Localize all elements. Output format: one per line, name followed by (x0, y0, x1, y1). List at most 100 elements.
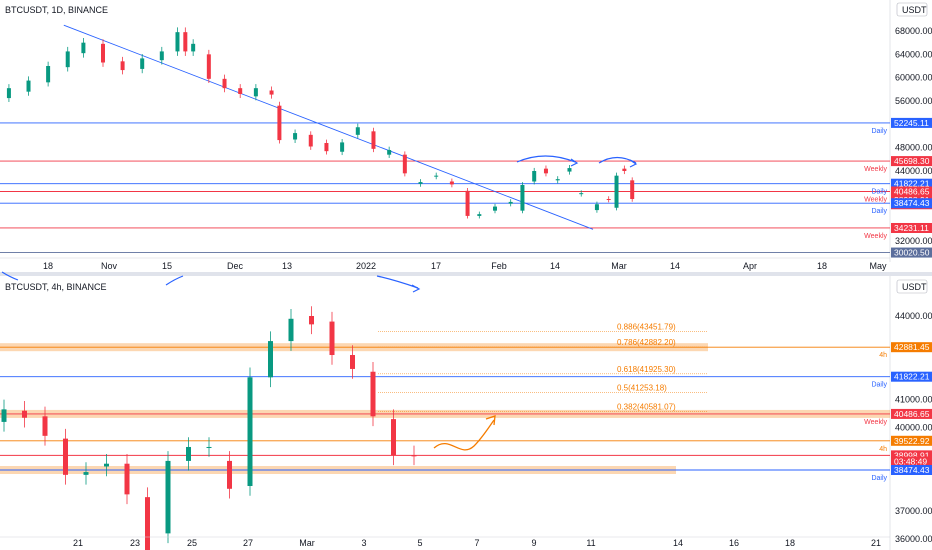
trend-line (63, 24, 594, 230)
level-tag: Daily (871, 475, 887, 482)
arrow-head-icon (570, 158, 579, 167)
currency-button-label: USDT (902, 5, 927, 15)
price-label-box (891, 198, 932, 209)
candle-body (508, 201, 513, 204)
currency-button[interactable] (896, 279, 928, 294)
candle-body (247, 377, 253, 486)
projection-arc (165, 275, 184, 286)
candle-body (159, 51, 164, 61)
price-label-box (891, 222, 932, 233)
y-tick-label: 44000.00 (895, 311, 932, 321)
candle-body (579, 193, 584, 195)
candle-body (6, 88, 11, 99)
fib-level-label: 0.886(43451.79) (617, 322, 676, 331)
arrow-head-icon (411, 284, 421, 293)
candle-body (308, 134, 313, 147)
x-tick-label: 21 (73, 538, 83, 548)
candle-body (22, 410, 27, 418)
candle-body (324, 143, 329, 152)
x-tick-label: Apr (743, 261, 757, 271)
price-label-box (891, 117, 932, 128)
candle-body (269, 90, 274, 95)
currency-button[interactable] (896, 2, 928, 17)
projection-arc (376, 275, 419, 289)
candle-body (594, 204, 599, 211)
y-tick-label: 32000.00 (895, 236, 932, 246)
candle-body (630, 180, 635, 199)
price-label: 41822.21 (894, 372, 930, 382)
price-label-box (891, 178, 932, 189)
x-tick-label: 27 (243, 538, 253, 548)
price-label: 34231.11 (894, 223, 929, 233)
x-tick-label: 21 (871, 538, 881, 548)
candle-body (175, 32, 180, 52)
candle-body (555, 179, 560, 181)
price-label-box (891, 371, 932, 382)
y-tick-label: 68000.00 (895, 26, 932, 36)
level-tag: 4h (879, 446, 887, 453)
x-tick-label: 18 (817, 261, 827, 271)
x-tick-label: 14 (670, 261, 680, 271)
price-label-box (891, 156, 932, 167)
candle-body (614, 175, 619, 208)
candle-body (140, 58, 145, 69)
level-tag: Daily (871, 189, 887, 196)
h4-chart-panel[interactable]: BTCUSDT, 4h, BINANCE USDT 0.886(43451.79… (0, 271, 932, 550)
level-tag: Weekly (864, 196, 887, 203)
x-tick-label: 11 (586, 538, 595, 548)
candle-body (370, 371, 376, 417)
x-tick-label: 3 (361, 538, 366, 548)
candle-body (206, 54, 211, 79)
candle-body (567, 168, 572, 172)
x-tick-label: 7 (474, 538, 479, 548)
level-tag: 4h (879, 352, 887, 359)
candle-body (186, 446, 191, 461)
candle-body (340, 142, 345, 152)
candle-body (288, 318, 294, 342)
candle-body (268, 341, 273, 378)
candle-body (543, 168, 548, 174)
candle-body (101, 43, 105, 63)
currency-button-label: USDT (902, 282, 927, 292)
pane-separator[interactable] (0, 272, 932, 276)
y-tick-label: 41000.00 (895, 395, 932, 405)
y-tick-label: 37000.00 (895, 506, 932, 516)
candle-body (293, 133, 298, 140)
fib-level-label: 0.786(42882.20) (617, 338, 676, 347)
x-tick-label: Feb (491, 261, 507, 271)
candle-body (411, 455, 417, 457)
candle-body (309, 316, 314, 325)
y-tick-label: 44000.00 (895, 166, 932, 176)
candle-body (81, 42, 86, 54)
level-tag: Weekly (864, 166, 887, 173)
candle-body (238, 88, 243, 94)
candle-body (46, 66, 51, 83)
price-label: 03:48:49 (894, 456, 927, 466)
y-tick-label: 56000.00 (895, 96, 932, 106)
price-label-box (891, 435, 932, 446)
price-label: 41822.21 (894, 179, 930, 189)
arrow-head-icon (629, 159, 638, 168)
x-tick-label: 18 (43, 261, 53, 271)
x-tick-label: Mar (611, 261, 627, 271)
x-tick-label: 13 (282, 261, 292, 271)
price-label: 52245.11 (894, 118, 929, 128)
candle-body (65, 51, 70, 68)
candle-body (1, 409, 7, 422)
daily-chart-panel[interactable]: BTCUSDT, 1D, BINANCE USDT 68000.00 64000.… (0, 0, 932, 271)
price-label-box (891, 408, 932, 419)
price-label-box (891, 247, 932, 258)
x-tick-label: 14 (673, 538, 683, 548)
x-tick-label: 14 (550, 261, 560, 271)
fib-level-label: 0.5(41253.18) (617, 384, 667, 393)
y-tick-label: 64000.00 (895, 49, 932, 59)
x-tick-label: 2022 (356, 261, 376, 271)
projection-arc (1, 271, 19, 281)
candle-body (277, 105, 282, 141)
fib-level-label: 0.382(40581.07) (617, 402, 676, 411)
candle-body (104, 463, 109, 467)
y-tick-label: 48000.00 (895, 143, 932, 153)
candle-body (26, 80, 31, 92)
price-label: 38474.43 (894, 198, 930, 208)
